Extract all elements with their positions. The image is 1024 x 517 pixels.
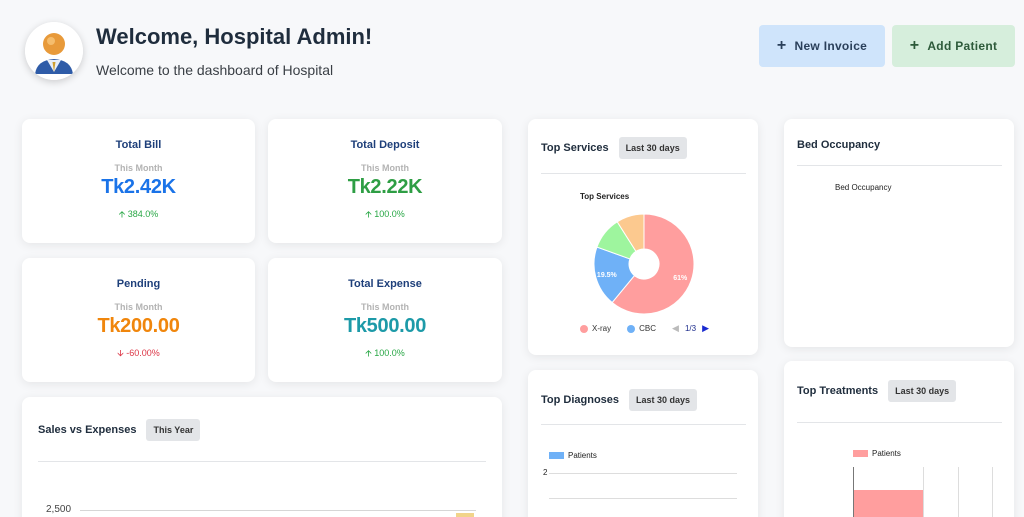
stat-card-total-bill: Total Bill This Month Tk2.42K 🡩 384.0% [22,119,255,243]
card-title: Top Services [541,142,609,154]
plus-icon: + [909,37,920,54]
admin-avatar [25,22,83,80]
bar-mark [456,513,474,517]
gridline [80,510,476,511]
new-invoice-label: New Invoice [794,39,868,53]
arrow-up-icon: 🡩 [365,348,375,358]
gridline [958,467,959,517]
card-title: Top Diagnoses [541,394,620,406]
chart-title: Bed Occupancy [835,183,892,192]
y-axis-tick: 2,500 [46,504,72,515]
stat-card-total-deposit: Total Deposit This Month Tk2.22K 🡩 100.0… [268,119,502,243]
period-filter-pill[interactable]: Last 30 days [629,389,698,411]
sales-expenses-card: Sales vs Expenses This Year 2,500 [22,397,502,517]
arrow-up-icon: 🡩 [118,209,128,219]
stat-change: 🡩 100.0% [365,209,405,219]
legend-item-cbc[interactable]: CBC [627,324,656,333]
new-invoice-button[interactable]: + New Invoice [759,25,885,67]
gridline [549,498,737,499]
plus-icon: + [776,37,787,54]
stat-value: Tk200.00 [97,315,180,337]
stat-change: 🡩 384.0% [118,209,159,219]
period-filter-pill[interactable]: Last 30 days [888,380,957,402]
card-title: Sales vs Expenses [38,424,137,436]
legend-next-icon[interactable]: ▶ [702,323,709,333]
stat-title: Total Expense [348,278,422,290]
legend-prev-icon[interactable]: ◀ [672,323,679,333]
stat-change: 🡩 100.0% [365,348,405,358]
arrow-up-icon: 🡩 [365,209,375,219]
stat-change: 🡫 -60.00% [117,348,160,358]
divider [541,424,746,425]
chart-legend: Patients [853,449,901,458]
stat-card-total-expense: Total Expense This Month Tk500.00 🡩 100.… [268,258,502,382]
pie-data-label: 19.5% [597,272,618,279]
gridline [992,467,993,517]
stat-title: Pending [116,278,161,290]
bed-occupancy-card: Bed Occupancy Bed Occupancy [784,119,1014,347]
stat-period: This Month [361,163,409,173]
divider [38,461,486,462]
legend-item-xray[interactable]: X-ray [580,324,611,333]
stat-value: Tk2.42K [101,176,176,198]
stat-value: Tk500.00 [343,315,427,337]
stat-title: Total Deposit [350,139,420,151]
stat-title: Total Bill [115,139,162,151]
y-axis-tick: 2 [543,468,548,477]
gridline [923,467,924,517]
top-treatments-card: Top Treatments Last 30 days Patients [784,361,1014,517]
legend-pager: 1/3 [684,324,697,333]
arrow-down-icon: 🡫 [117,348,127,358]
stat-period: This Month [361,302,409,312]
add-patient-label: Add Patient [927,39,998,53]
legend-swatch [549,452,564,460]
card-title: Bed Occupancy [797,139,881,151]
page-subtitle: Welcome to the dashboard of Hospital [96,62,334,78]
chart-legend: X-ray CBC ◀ 1/3 ▶ [580,323,709,334]
page-title: Welcome, Hospital Admin! [96,24,373,49]
add-patient-button[interactable]: + Add Patient [892,25,1015,67]
y-axis-line [853,467,854,517]
divider [541,173,746,174]
pie-slice-x-ray[interactable] [611,213,695,315]
pie-data-label: 61% [673,275,688,282]
chart-legend: Patients [549,451,597,460]
divider [797,422,1002,423]
stat-card-pending: Pending This Month Tk200.00 🡫 -60.00% [22,258,255,382]
top-services-card: Top Services Last 30 days Top Services 6… [528,119,758,355]
bar-mark [854,490,923,517]
card-title: Top Treatments [797,385,879,397]
pie-slice-slice-3[interactable] [616,213,645,253]
pie-slice-cbc[interactable] [593,246,636,304]
top-diagnoses-card: Top Diagnoses Last 30 days Patients 2 [528,370,758,517]
chart-title: Top Services [580,192,630,201]
divider [797,165,1002,166]
stat-period: This Month [114,163,163,173]
period-filter-pill[interactable]: This Year [146,419,201,441]
legend-swatch [853,450,868,458]
gridline [549,473,737,474]
period-filter-pill[interactable]: Last 30 days [618,137,687,159]
top-services-pie-chart: 61% 19.5% [593,213,695,315]
stat-value: Tk2.22K [347,176,423,198]
stat-period: This Month [114,302,163,312]
